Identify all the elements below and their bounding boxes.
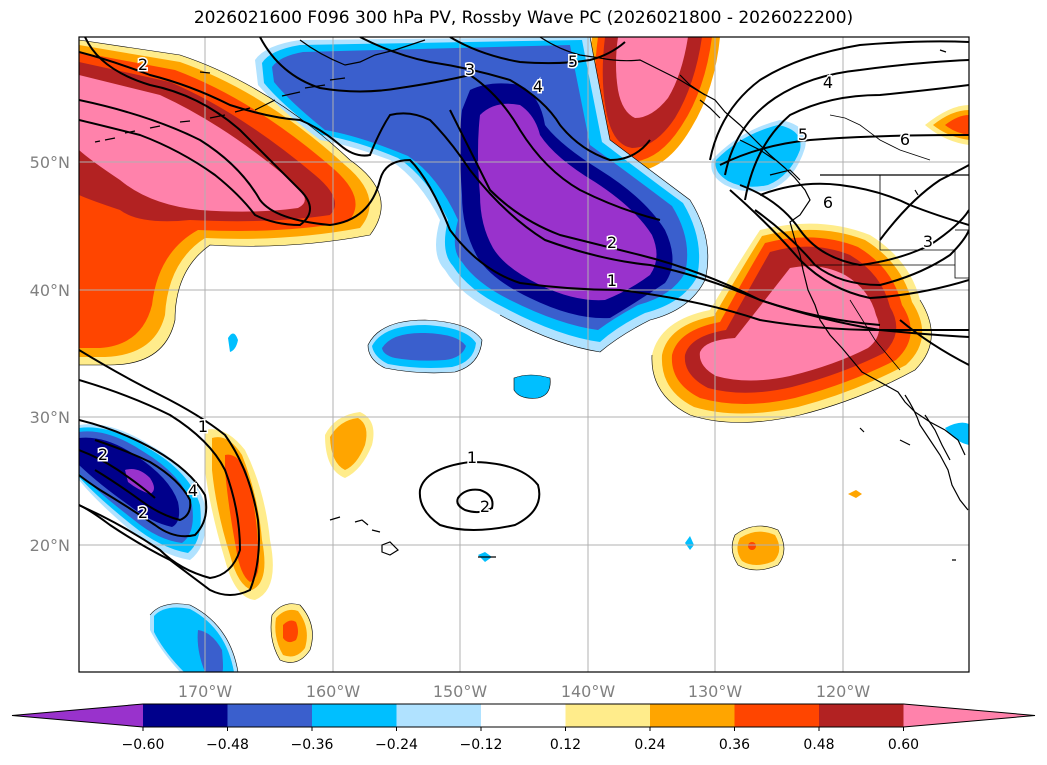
longitude-label: 150°W: [433, 682, 488, 701]
pv-positive-anomaly-tiny: [848, 490, 862, 498]
pv-negative-anomaly-tiny-west: [228, 333, 238, 352]
pv-positive-anomaly-small-west: [325, 412, 374, 478]
contour-label-2-southwest-b: 2: [138, 503, 148, 522]
contour-label-5-east: 5: [798, 125, 808, 144]
rossby-wave-contours: [79, 37, 969, 596]
longitude-label: 140°W: [561, 682, 616, 701]
contour-label-2-west: 2: [138, 55, 148, 74]
longitude-label: 120°W: [816, 682, 871, 701]
contour-label-4-northeast: 4: [823, 73, 833, 92]
figure-title: 2026021600 F096 300 hPa PV, Rossby Wave …: [193, 8, 854, 28]
pv-positive-anomaly-alaska: [588, 37, 720, 172]
pv-positive-anomaly-southwest-band: [205, 429, 273, 600]
contour-label-1-center: 1: [607, 271, 617, 290]
colorbar-segment: [481, 704, 566, 727]
pv-negative-anomaly-tiny-east: [685, 536, 694, 550]
longitude-label: 170°W: [178, 682, 233, 701]
colorbar-tick-label: −0.60: [122, 737, 165, 753]
latitude-label: 30°N: [30, 408, 70, 427]
contour-label-6-east: 6: [823, 193, 833, 212]
colorbar-segment: [819, 704, 904, 727]
map-area: 2 3 4 5 2 1 4 6 5 6 3 1 2 4 2 1 2: [79, 37, 969, 672]
latitude-labels: 50°N 40°N 30°N 20°N: [30, 153, 70, 555]
colorbar-segment: [734, 704, 819, 727]
longitude-label: 160°W: [306, 682, 361, 701]
contour-label-1-southwest: 1: [198, 417, 208, 436]
pv-negative-anomaly-small-east: [514, 375, 551, 399]
colorbar-segment: [396, 704, 481, 727]
latitude-label: 20°N: [30, 536, 70, 555]
contour-label-2-hawaii: 2: [480, 497, 490, 516]
longitude-label: 130°W: [688, 682, 743, 701]
colorbar-tick-label: 0.48: [803, 737, 834, 753]
colorbar-tick-label: −0.12: [460, 737, 503, 753]
longitude-labels: 170°W 160°W 150°W 140°W 130°W 120°W: [178, 682, 871, 701]
colorbar-tick-label: 0.24: [634, 737, 665, 753]
pv-negative-anomaly-small-center: [368, 320, 482, 373]
contour-label-2-southwest: 2: [98, 445, 108, 464]
contour-label-5-north: 5: [568, 52, 578, 71]
pv-negative-anomaly-south: [150, 603, 238, 672]
contour-label-4-southwest: 4: [188, 481, 198, 500]
pv-negative-anomaly-main-trough: [255, 37, 708, 352]
colorbar-segment: [143, 704, 228, 727]
colorbar-segment: [312, 704, 397, 727]
pv-negative-anomaly-southwest: [79, 424, 206, 560]
latitude-label: 40°N: [30, 281, 70, 300]
colorbar-segment: [227, 704, 312, 727]
contour-label-3-east: 3: [923, 232, 933, 251]
pv-positive-anomaly-small-south: [271, 603, 313, 663]
contour-labels: 2 3 4 5 2 1 4 6 5 6 3 1 2 4 2 1 2: [96, 51, 934, 524]
contour-label-2-center: 2: [607, 233, 617, 252]
contour-label-3-north: 3: [465, 60, 475, 79]
pv-positive-anomaly-small-east: [732, 526, 784, 570]
colorbar-tick-label: −0.36: [291, 737, 334, 753]
colorbar-tick-label: −0.24: [375, 737, 418, 753]
colorbar-tick-label: −0.48: [206, 737, 249, 753]
anomaly-outlines: [79, 37, 932, 672]
contour-label-4-north: 4: [533, 77, 543, 96]
colorbar-segment: [903, 704, 1035, 727]
contour-label-1-hawaii: 1: [467, 448, 477, 467]
colorbar-tick-label: 0.36: [719, 737, 750, 753]
contour-label-6-northeast: 6: [900, 130, 910, 149]
colorbar-segment: [565, 704, 650, 727]
map-frame: [78, 36, 970, 673]
colorbar-segment: [12, 704, 143, 727]
pv-negative-anomaly-mexico: [945, 422, 969, 445]
colorbar-segment: [650, 704, 735, 727]
latitude-label: 50°N: [30, 153, 70, 172]
colorbar: −0.60 −0.48 −0.36 −0.24 −0.12 0.12 0.24 0.36 0.4…: [11, 703, 1036, 753]
colorbar-tick-label: 0.60: [888, 737, 919, 753]
colorbar-tick-label: 0.12: [550, 737, 581, 753]
